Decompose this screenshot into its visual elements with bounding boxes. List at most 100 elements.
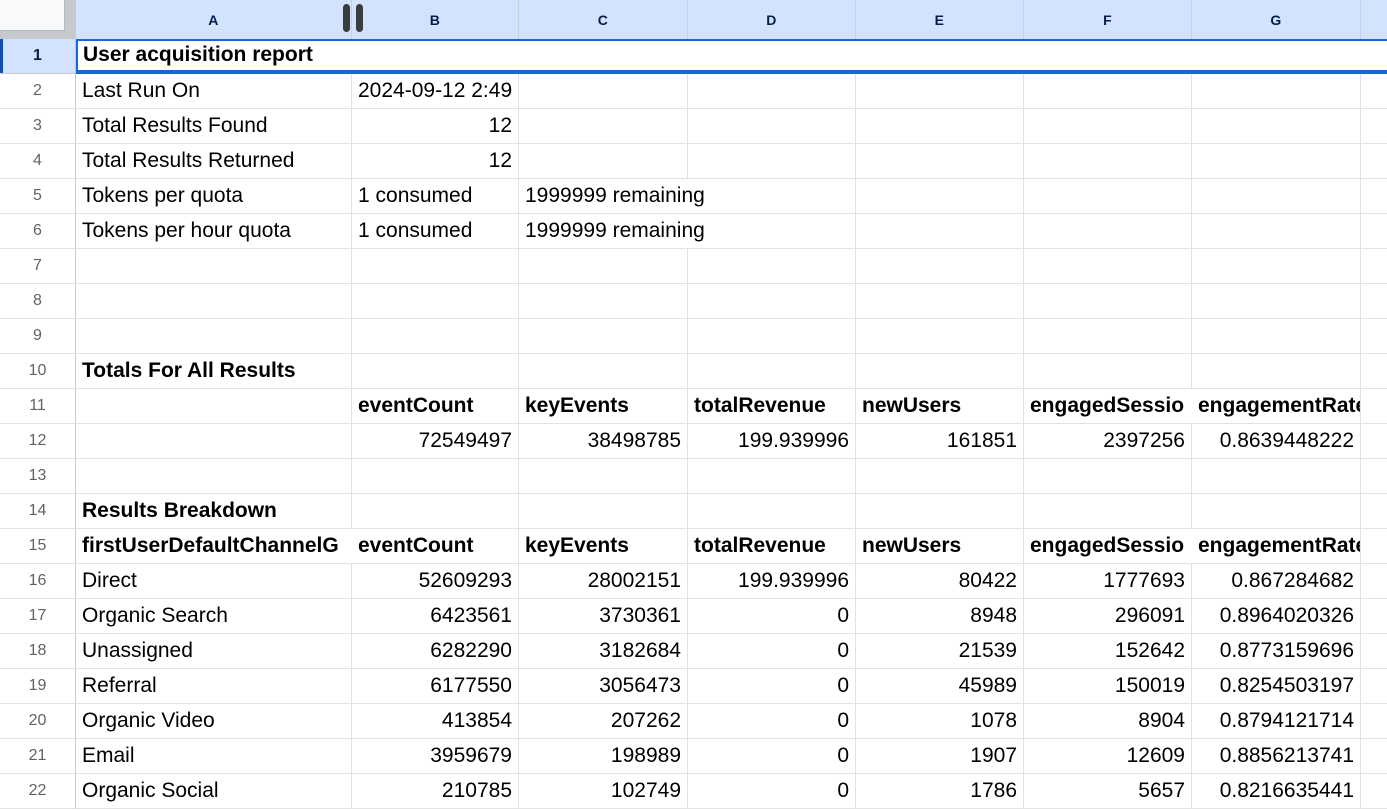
cell-h7-partial[interactable] [1361, 249, 1387, 284]
cell-f8[interactable] [1024, 284, 1192, 319]
cell-g5[interactable] [1192, 179, 1361, 214]
column-header-b[interactable]: B [352, 0, 519, 39]
cell-g13[interactable] [1192, 459, 1361, 494]
cell-g4[interactable] [1192, 144, 1361, 179]
cell-e21[interactable]: 1907 [856, 739, 1024, 774]
cell-f20[interactable]: 8904 [1024, 704, 1192, 739]
row-header-10[interactable]: 10 [0, 354, 76, 389]
cell-b6[interactable]: 1 consumed [352, 214, 519, 249]
row-header-15[interactable]: 15 [0, 529, 76, 564]
row-header-2[interactable]: 2 [0, 74, 76, 109]
column-header-a[interactable]: A [76, 0, 352, 39]
cell-a21[interactable]: Email [76, 739, 352, 774]
row-header-19[interactable]: 19 [0, 669, 76, 704]
cell-g20[interactable]: 0.8794121714 [1192, 704, 1361, 739]
cell-c16[interactable]: 28002151 [519, 564, 688, 599]
cell-e4[interactable] [856, 144, 1024, 179]
cell-h19-partial[interactable] [1361, 669, 1387, 704]
cell-e6[interactable] [856, 214, 1024, 249]
row-header-9[interactable]: 9 [0, 319, 76, 354]
cell-e10[interactable] [856, 354, 1024, 389]
cell-e2[interactable] [856, 74, 1024, 109]
column-resize-handle[interactable] [341, 0, 366, 39]
cell-e18[interactable]: 21539 [856, 634, 1024, 669]
cell-f4[interactable] [1024, 144, 1192, 179]
cell-a6[interactable]: Tokens per hour quota [76, 214, 352, 249]
cell-g2[interactable] [1192, 74, 1361, 109]
cell-d8[interactable] [688, 284, 856, 319]
cell-a16[interactable]: Direct [76, 564, 352, 599]
cell-d14[interactable] [688, 494, 856, 529]
cell-b7[interactable] [352, 249, 519, 284]
cell-f2[interactable] [1024, 74, 1192, 109]
cell-b16[interactable]: 52609293 [352, 564, 519, 599]
cell-h17-partial[interactable] [1361, 599, 1387, 634]
cell-g22[interactable]: 0.8216635441 [1192, 774, 1361, 809]
cell-h10-partial[interactable] [1361, 354, 1387, 389]
cell-e19[interactable]: 45989 [856, 669, 1024, 704]
cell-g15[interactable]: engagementRate [1192, 529, 1361, 564]
cell-a17[interactable]: Organic Search [76, 599, 352, 634]
cell-d18[interactable]: 0 [688, 634, 856, 669]
row-header-6[interactable]: 6 [0, 214, 76, 249]
column-header-c[interactable]: C [519, 0, 688, 39]
cell-d13[interactable] [688, 459, 856, 494]
cell-f10[interactable] [1024, 354, 1192, 389]
cell-d7[interactable] [688, 249, 856, 284]
cell-c12[interactable]: 38498785 [519, 424, 688, 459]
row-header-18[interactable]: 18 [0, 634, 76, 669]
cell-b5[interactable]: 1 consumed [352, 179, 519, 214]
cell-a11[interactable] [76, 389, 352, 424]
cell-g11[interactable]: engagementRate [1192, 389, 1361, 424]
cell-b22[interactable]: 210785 [352, 774, 519, 809]
row-header-14[interactable]: 14 [0, 494, 76, 529]
cell-d3[interactable] [688, 109, 856, 144]
cell-b12[interactable]: 72549497 [352, 424, 519, 459]
cell-f5[interactable] [1024, 179, 1192, 214]
cell-b4[interactable]: 12 [352, 144, 519, 179]
row-header-20[interactable]: 20 [0, 704, 76, 739]
cell-c22[interactable]: 102749 [519, 774, 688, 809]
cell-g9[interactable] [1192, 319, 1361, 354]
row-header-5[interactable]: 5 [0, 179, 76, 214]
row-header-7[interactable]: 7 [0, 249, 76, 284]
cell-f19[interactable]: 150019 [1024, 669, 1192, 704]
cell-h16-partial[interactable] [1361, 564, 1387, 599]
row-header-3[interactable]: 3 [0, 109, 76, 144]
row-header-16[interactable]: 16 [0, 564, 76, 599]
cell-a18[interactable]: Unassigned [76, 634, 352, 669]
cell-c3[interactable] [519, 109, 688, 144]
cell-f15[interactable]: engagedSessio [1024, 529, 1192, 564]
row-header-17[interactable]: 17 [0, 599, 76, 634]
cell-b14[interactable] [352, 494, 519, 529]
select-all-corner[interactable] [0, 0, 76, 39]
cell-b15[interactable]: eventCount [352, 529, 519, 564]
cell-a14[interactable]: Results Breakdown [76, 494, 352, 529]
cell-h15-partial[interactable] [1361, 529, 1387, 564]
cell-a4[interactable]: Total Results Returned [76, 144, 352, 179]
cell-a5[interactable]: Tokens per quota [76, 179, 352, 214]
cell-c9[interactable] [519, 319, 688, 354]
cell-c7[interactable] [519, 249, 688, 284]
cell-c15[interactable]: keyEvents [519, 529, 688, 564]
cell-d4[interactable] [688, 144, 856, 179]
cell-c18[interactable]: 3182684 [519, 634, 688, 669]
cell-g10[interactable] [1192, 354, 1361, 389]
cell-c4[interactable] [519, 144, 688, 179]
cell-a12[interactable] [76, 424, 352, 459]
cell-c17[interactable]: 3730361 [519, 599, 688, 634]
cell-b3[interactable]: 12 [352, 109, 519, 144]
cell-d9[interactable] [688, 319, 856, 354]
cell-a8[interactable] [76, 284, 352, 319]
cell-b19[interactable]: 6177550 [352, 669, 519, 704]
cell-g17[interactable]: 0.8964020326 [1192, 599, 1361, 634]
row-header-12[interactable]: 12 [0, 424, 76, 459]
cell-a9[interactable] [76, 319, 352, 354]
cell-c13[interactable] [519, 459, 688, 494]
cell-b17[interactable]: 6423561 [352, 599, 519, 634]
cell-h21-partial[interactable] [1361, 739, 1387, 774]
row-header-13[interactable]: 13 [0, 459, 76, 494]
cell-h18-partial[interactable] [1361, 634, 1387, 669]
cell-e20[interactable]: 1078 [856, 704, 1024, 739]
cell-d11[interactable]: totalRevenue [688, 389, 856, 424]
